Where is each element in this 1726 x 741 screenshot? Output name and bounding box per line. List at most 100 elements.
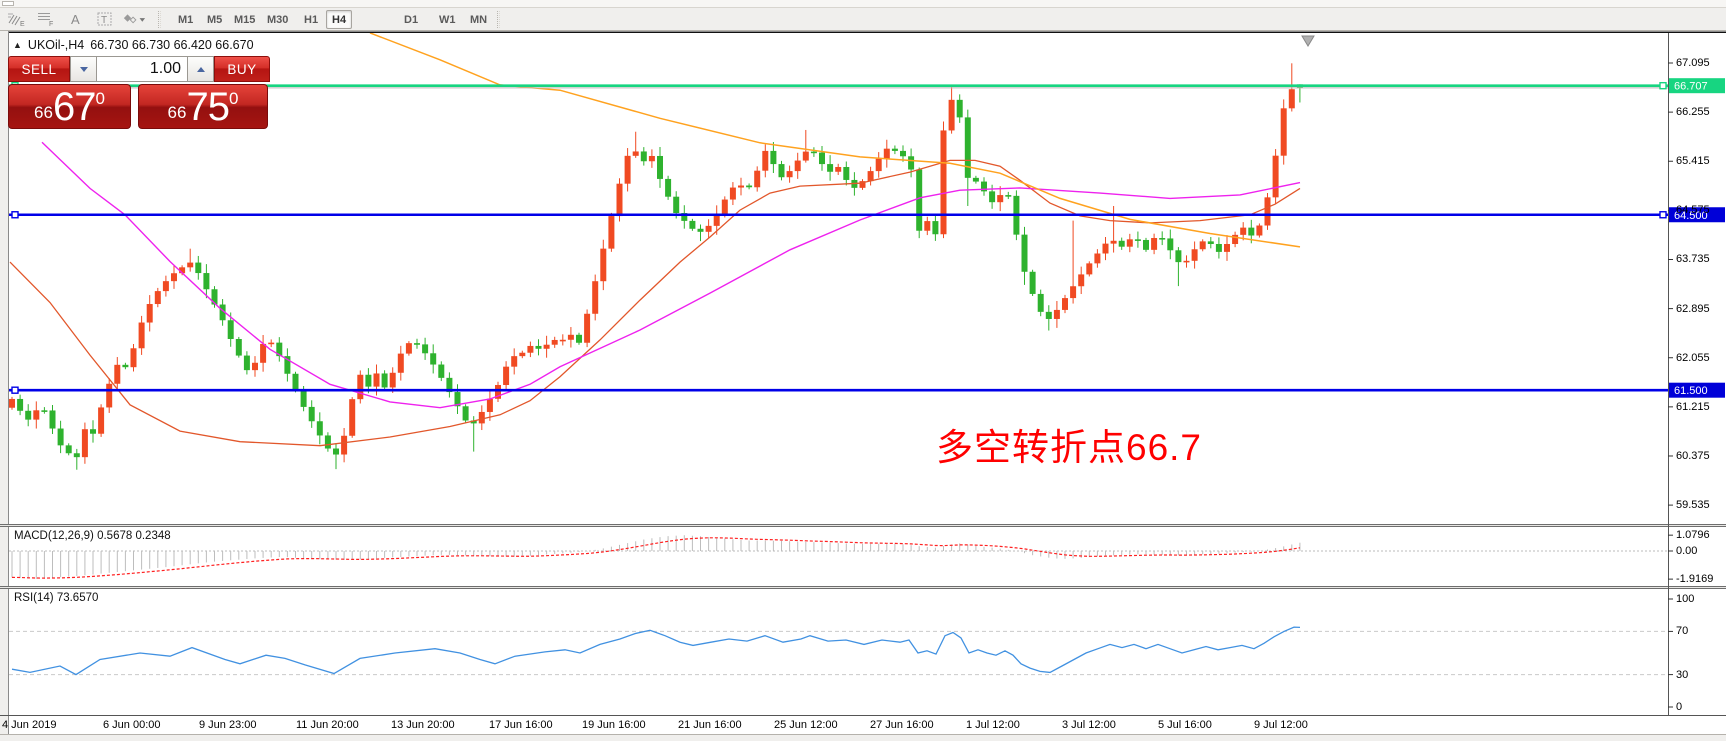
price-axis-label: 62.055 <box>1676 351 1710 364</box>
price-axis-border <box>1668 33 1669 716</box>
date-axis-label: 27 Jun 16:00 <box>870 719 934 731</box>
price-axis-label: 60.375 <box>1676 449 1710 462</box>
date-axis-label: 6 Jun 00:00 <box>103 719 161 731</box>
rsi-axis-label: 0 <box>1676 701 1683 713</box>
svg-text:T: T <box>101 15 107 26</box>
date-axis-label: 4 Jun 2019 <box>2 719 57 731</box>
bid-pips: 67 <box>52 84 96 129</box>
price-axis-label: 67.095 <box>1676 57 1710 69</box>
price-axis-label: 61.215 <box>1676 400 1710 413</box>
date-axis-label: 9 Jul 12:00 <box>1254 719 1308 731</box>
rsi-layer <box>9 626 1668 676</box>
text-label-icon[interactable]: A <box>63 9 89 29</box>
axis-badge-64.500 <box>1669 207 1725 223</box>
volume-increase-button[interactable] <box>187 56 214 82</box>
svg-text:61.500: 61.500 <box>1674 385 1708 397</box>
macd-splitter[interactable] <box>0 524 1726 527</box>
chart-annotation-text[interactable]: 多空转折点66.7 <box>936 427 1203 468</box>
symbol-title: ▲ UKOil-,H4 66.730 66.730 66.420 66.670 <box>13 38 254 52</box>
bid-price-box[interactable]: 66 67 0 <box>8 84 131 129</box>
bid-big-figure: 66 <box>34 102 53 122</box>
axis-badge-66.707 <box>1669 78 1725 94</box>
main-plot-layer <box>9 33 1668 470</box>
ask-pips: 75 <box>186 84 229 129</box>
indicators-icon[interactable]: E <box>4 9 30 29</box>
textbox-icon[interactable]: T <box>92 9 118 29</box>
price-axis-label: 63.735 <box>1676 253 1710 266</box>
one-click-trading-panel: SELL BUY 66 67 0 66 75 0 <box>8 56 270 129</box>
chevron-up-icon <box>196 66 205 72</box>
collapse-panel-icon[interactable]: ▲ <box>13 40 22 50</box>
date-axis-label: 17 Jun 16:00 <box>489 719 553 731</box>
window-top-strip <box>0 0 1726 8</box>
price-axis-label: 62.895 <box>1676 302 1710 315</box>
window-bottom-strip <box>0 734 1726 741</box>
date-axis-label: 13 Jun 20:00 <box>391 719 455 731</box>
macd-layer <box>9 535 1668 579</box>
window-fragment <box>2 1 14 6</box>
date-axis-label: 5 Jul 16:00 <box>1158 719 1212 731</box>
chart-shift-marker <box>1301 35 1315 47</box>
overlay-layer: 66.707 64.500 61.500 <box>1301 35 1725 708</box>
toolbar-separator <box>497 11 500 28</box>
price-axis-label: 59.535 <box>1676 499 1710 512</box>
macd-signal-line <box>11 537 1300 579</box>
timeframe-button-m30[interactable]: M30 <box>267 13 289 26</box>
timeframe-button-w1[interactable]: W1 <box>439 13 456 26</box>
rsi-axis-label: 70 <box>1676 625 1689 638</box>
volume-decrease-button[interactable] <box>70 56 97 82</box>
sell-button[interactable]: SELL <box>8 56 70 82</box>
grid-icon[interactable]: F <box>33 9 59 29</box>
rsi-splitter[interactable] <box>0 586 1726 589</box>
macd-histogram <box>11 535 1301 579</box>
date-axis-label: 25 Jun 12:00 <box>774 719 838 731</box>
toolbar-separator <box>158 11 161 28</box>
axis-badge-61.500 <box>1669 382 1725 398</box>
svg-text:E: E <box>20 21 25 27</box>
timeframe-button-h4[interactable]: H4 <box>326 10 353 29</box>
macd-axis-label: 1.0796 <box>1676 529 1710 542</box>
macd-label: MACD(12,26,9) 0.5678 0.2348 <box>14 530 171 542</box>
macd-axis-label: -1.9169 <box>1676 573 1714 586</box>
date-axis-label: 9 Jun 23:00 <box>199 719 257 731</box>
date-axis-border <box>0 715 1726 716</box>
timeframe-button-mn[interactable]: MN <box>470 13 488 26</box>
timeframe-button-m5[interactable]: M5 <box>207 13 223 26</box>
date-axis-label: 19 Jun 16:00 <box>582 719 646 731</box>
rsi-axis-label: 100 <box>1676 593 1695 605</box>
ohlc-values: 66.730 66.730 66.420 66.670 <box>90 38 254 52</box>
buy-button[interactable]: BUY <box>214 56 270 82</box>
date-axis-label: 1 Jul 12:00 <box>966 719 1020 731</box>
macd-axis-label: 0.00 <box>1676 545 1698 557</box>
ask-price-box[interactable]: 66 75 0 <box>138 84 268 129</box>
date-axis-label: 11 Jun 20:00 <box>296 719 359 731</box>
date-axis-label: 21 Jun 16:00 <box>678 719 742 731</box>
ask-point: 0 <box>228 88 239 108</box>
timeframe-button-m1[interactable]: M1 <box>178 13 194 26</box>
main-toolbar: E F A T M1 M5 M15 M30 H1 H4 D1 W1 MN <box>0 8 1726 31</box>
shapes-icon[interactable] <box>121 9 147 29</box>
timeframe-button-d1[interactable]: D1 <box>404 13 419 26</box>
rsi-line <box>11 626 1301 676</box>
timeframe-button-h1[interactable]: H1 <box>304 13 319 26</box>
svg-text:66.707: 66.707 <box>1674 81 1708 93</box>
svg-text:A: A <box>71 12 80 27</box>
ask-big-figure: 66 <box>167 102 187 122</box>
rsi-label: RSI(14) 73.6570 <box>14 592 99 604</box>
bid-point: 0 <box>95 88 105 108</box>
price-axis-label: 64.575 <box>1676 204 1710 217</box>
svg-text:F: F <box>49 21 53 27</box>
price-axis-label: 66.255 <box>1676 106 1710 119</box>
volume-input[interactable] <box>97 56 187 82</box>
svg-text:64.500: 64.500 <box>1674 210 1708 222</box>
rsi-axis-label: 30 <box>1676 668 1689 681</box>
chart-border-left <box>0 31 9 741</box>
date-axis-label: 3 Jul 12:00 <box>1062 719 1116 731</box>
symbol-tf-label: UKOil-,H4 <box>27 38 85 52</box>
timeframe-button-m15[interactable]: M15 <box>234 13 256 26</box>
chevron-down-icon <box>79 66 88 72</box>
chart-border-top <box>0 31 1726 33</box>
price-axis-label: 65.415 <box>1676 155 1710 168</box>
